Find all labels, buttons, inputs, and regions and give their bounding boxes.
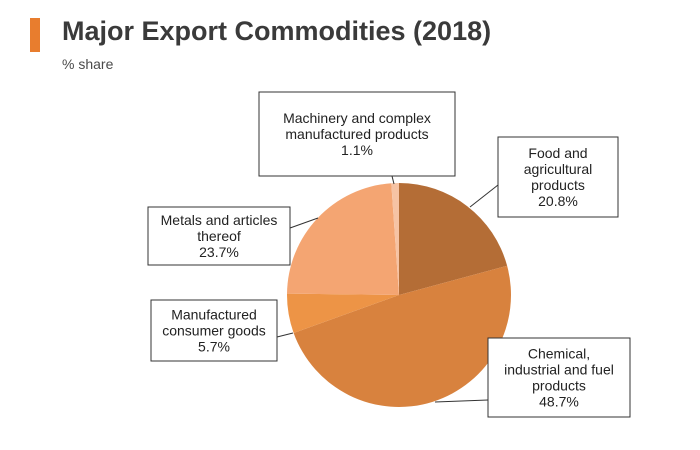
data-label-text: thereof: [197, 228, 241, 244]
data-label-text: Machinery and complex: [283, 110, 431, 126]
callout-box: [258, 91, 456, 177]
chart-subtitle: % share: [62, 56, 114, 72]
data-label-text: manufactured products: [285, 126, 428, 142]
data-label-text: agricultural: [524, 161, 592, 177]
data-label-value: 23.7%: [199, 244, 239, 260]
data-label-text: Metals and articles: [161, 212, 278, 228]
data-label-text: products: [531, 177, 585, 193]
data-label-text: Chemical,: [528, 346, 590, 362]
leader-line-5: [391, 175, 395, 185]
data-label-value: 48.7%: [539, 394, 579, 410]
data-label-value: 1.1%: [341, 142, 373, 158]
callout-box: [147, 206, 291, 266]
pie-slice-3: [287, 293, 399, 333]
callout-2: Chemical,industrial and fuelproducts48.7…: [487, 337, 631, 418]
data-label-text: Food and: [528, 145, 587, 161]
callout-box: [487, 337, 631, 418]
leader-line-4: [289, 217, 319, 229]
data-label-text: products: [532, 378, 586, 394]
leader-line-2: [434, 399, 489, 403]
leader-line-3: [276, 332, 294, 338]
chart-title: Major Export Commodities (2018): [62, 16, 492, 46]
pie-slice-4: [287, 183, 399, 295]
pie-slice-1: [399, 183, 508, 295]
data-label-text: industrial and fuel: [504, 362, 614, 378]
data-label-text: consumer goods: [162, 323, 266, 339]
pie-slice-2: [293, 265, 511, 407]
data-label-text: Manufactured: [171, 307, 257, 323]
data-label-value: 5.7%: [198, 339, 230, 355]
callout-box: [150, 299, 278, 362]
data-label-value: 20.8%: [538, 193, 578, 209]
leader-line-1: [469, 184, 499, 208]
pie-slice-5: [391, 183, 399, 295]
callout-box: [497, 136, 619, 218]
title-accent-bar: [30, 18, 40, 52]
